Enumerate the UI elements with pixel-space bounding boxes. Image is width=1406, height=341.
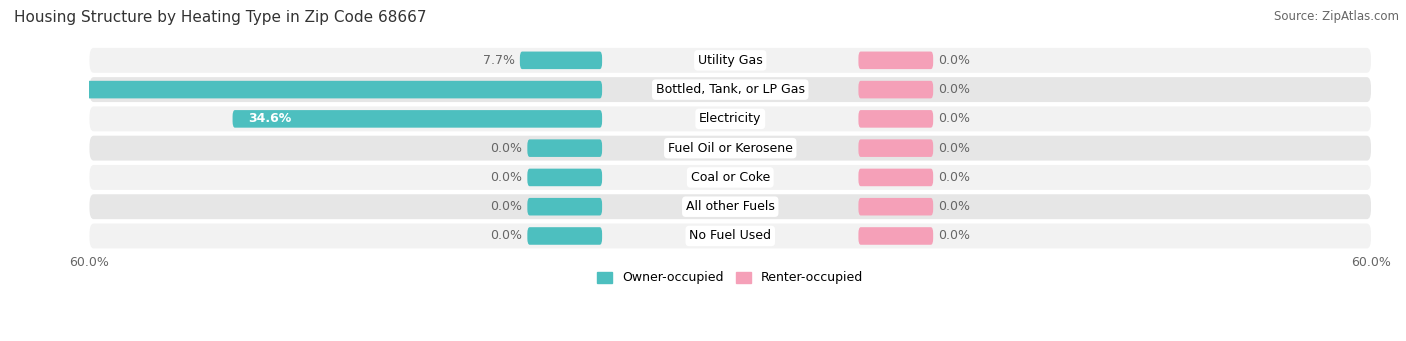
Legend: Owner-occupied, Renter-occupied: Owner-occupied, Renter-occupied [592,266,869,290]
Text: 0.0%: 0.0% [939,229,970,242]
Text: 0.0%: 0.0% [491,200,522,213]
Text: Housing Structure by Heating Type in Zip Code 68667: Housing Structure by Heating Type in Zip… [14,10,426,25]
FancyBboxPatch shape [0,81,602,99]
FancyBboxPatch shape [520,51,602,69]
FancyBboxPatch shape [527,139,602,157]
FancyBboxPatch shape [859,227,934,245]
Text: 7.7%: 7.7% [482,54,515,67]
Text: Coal or Coke: Coal or Coke [690,171,770,184]
Text: 34.6%: 34.6% [249,113,292,125]
Text: 0.0%: 0.0% [491,171,522,184]
Text: Bottled, Tank, or LP Gas: Bottled, Tank, or LP Gas [655,83,804,96]
FancyBboxPatch shape [90,106,1371,131]
Text: 0.0%: 0.0% [939,171,970,184]
FancyBboxPatch shape [859,169,934,186]
FancyBboxPatch shape [527,198,602,216]
FancyBboxPatch shape [527,169,602,186]
FancyBboxPatch shape [90,165,1371,190]
Text: All other Fuels: All other Fuels [686,200,775,213]
Text: No Fuel Used: No Fuel Used [689,229,772,242]
Text: Source: ZipAtlas.com: Source: ZipAtlas.com [1274,10,1399,23]
Text: Utility Gas: Utility Gas [697,54,762,67]
Text: Electricity: Electricity [699,113,762,125]
FancyBboxPatch shape [859,51,934,69]
Text: Fuel Oil or Kerosene: Fuel Oil or Kerosene [668,142,793,155]
FancyBboxPatch shape [90,77,1371,102]
FancyBboxPatch shape [859,198,934,216]
FancyBboxPatch shape [90,136,1371,161]
FancyBboxPatch shape [859,81,934,99]
FancyBboxPatch shape [527,227,602,245]
Text: 0.0%: 0.0% [939,54,970,67]
Text: 0.0%: 0.0% [939,142,970,155]
Text: 0.0%: 0.0% [491,229,522,242]
Text: 0.0%: 0.0% [491,142,522,155]
FancyBboxPatch shape [90,224,1371,249]
FancyBboxPatch shape [859,139,934,157]
FancyBboxPatch shape [90,194,1371,219]
FancyBboxPatch shape [232,110,602,128]
Text: 57.7%: 57.7% [1,83,45,96]
FancyBboxPatch shape [859,110,934,128]
Text: 0.0%: 0.0% [939,200,970,213]
Text: 0.0%: 0.0% [939,83,970,96]
FancyBboxPatch shape [90,48,1371,73]
Text: 0.0%: 0.0% [939,113,970,125]
